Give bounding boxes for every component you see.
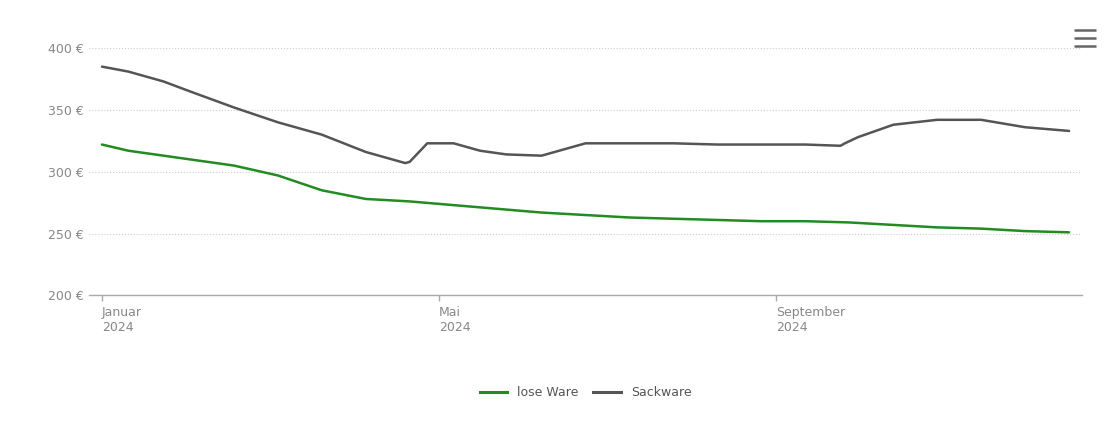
Legend: lose Ware, Sackware: lose Ware, Sackware (475, 381, 697, 404)
